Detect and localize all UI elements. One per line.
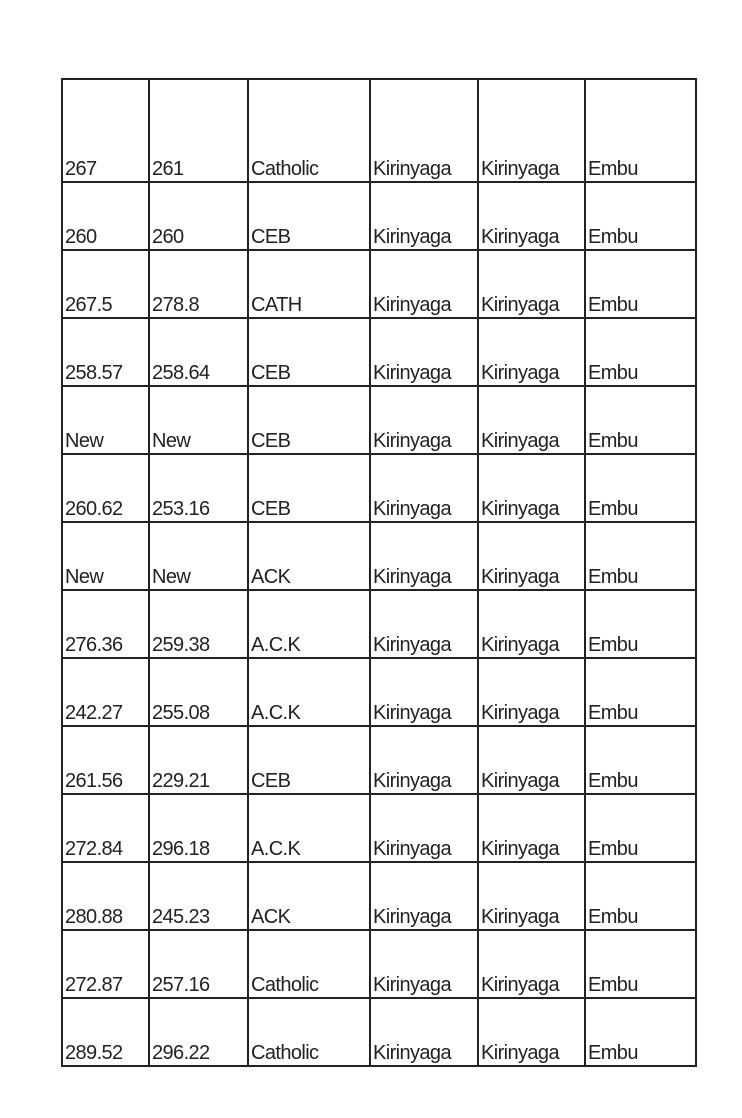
sponsor-cell: Catholic xyxy=(247,78,371,183)
county-cell: Kirinyaga xyxy=(369,861,479,931)
value-b-cell: 259.38 xyxy=(148,589,249,659)
subcounty-cell: Kirinyaga xyxy=(477,657,586,727)
table-row: New New CEB Kirinyaga Kirinyaga Embu xyxy=(61,385,697,455)
subcounty-cell: Kirinyaga xyxy=(477,521,586,591)
subcounty-cell: Kirinyaga xyxy=(477,997,586,1067)
subcounty-cell: Kirinyaga xyxy=(477,725,586,795)
subcounty-cell: Kirinyaga xyxy=(477,385,586,455)
table-row: 242.27 255.08 A.C.K Kirinyaga Kirinyaga Embu xyxy=(61,657,697,727)
value-b-cell: 278.8 xyxy=(148,249,249,319)
sponsor-cell: CEB xyxy=(247,181,371,251)
subcounty-cell: Kirinyaga xyxy=(477,793,586,863)
value-b-cell: New xyxy=(148,385,249,455)
county-cell: Kirinyaga xyxy=(369,793,479,863)
value-a-cell: New xyxy=(61,521,150,591)
value-b-cell: 257.16 xyxy=(148,929,249,999)
county-cell: Kirinyaga xyxy=(369,929,479,999)
county-cell: Kirinyaga xyxy=(369,78,479,183)
value-b-cell: 255.08 xyxy=(148,657,249,727)
value-a-cell: 267 xyxy=(61,78,150,183)
table-row: 272.84 296.18 A.C.K Kirinyaga Kirinyaga Embu xyxy=(61,793,697,863)
sponsor-cell: A.C.K xyxy=(247,589,371,659)
county-cell: Kirinyaga xyxy=(369,317,479,387)
subcounty-cell: Kirinyaga xyxy=(477,78,586,183)
county-cell: Kirinyaga xyxy=(369,249,479,319)
sponsor-cell: A.C.K xyxy=(247,793,371,863)
region-cell: Embu xyxy=(584,929,697,999)
sponsor-cell: ACK xyxy=(247,861,371,931)
sponsor-cell: ACK xyxy=(247,521,371,591)
region-cell: Embu xyxy=(584,453,697,523)
table-row: 267 261 Catholic Kirinyaga Kirinyaga Embu xyxy=(61,78,697,183)
value-b-cell: 296.22 xyxy=(148,997,249,1067)
table-row: 289.52 296.22 Catholic Kirinyaga Kirinyaga Em… xyxy=(61,997,697,1067)
region-cell: Embu xyxy=(584,317,697,387)
sponsor-cell: CEB xyxy=(247,317,371,387)
value-b-cell: 245.23 xyxy=(148,861,249,931)
value-a-cell: 272.87 xyxy=(61,929,150,999)
region-cell: Embu xyxy=(584,181,697,251)
county-cell: Kirinyaga xyxy=(369,657,479,727)
value-a-cell: 280.88 xyxy=(61,861,150,931)
value-a-cell: 260.62 xyxy=(61,453,150,523)
value-a-cell: New xyxy=(61,385,150,455)
value-b-cell: 260 xyxy=(148,181,249,251)
county-cell: Kirinyaga xyxy=(369,453,479,523)
value-b-cell: 258.64 xyxy=(148,317,249,387)
value-a-cell: 276.36 xyxy=(61,589,150,659)
county-cell: Kirinyaga xyxy=(369,997,479,1067)
sponsor-cell: A.C.K xyxy=(247,657,371,727)
value-b-cell: 229.21 xyxy=(148,725,249,795)
subcounty-cell: Kirinyaga xyxy=(477,453,586,523)
region-cell: Embu xyxy=(584,589,697,659)
data-table: 267 261 Catholic Kirinyaga Kirinyaga Embu 260 2… xyxy=(61,78,697,1067)
value-b-cell: 296.18 xyxy=(148,793,249,863)
region-cell: Embu xyxy=(584,78,697,183)
county-cell: Kirinyaga xyxy=(369,521,479,591)
value-a-cell: 289.52 xyxy=(61,997,150,1067)
county-cell: Kirinyaga xyxy=(369,385,479,455)
table-row: 258.57 258.64 CEB Kirinyaga Kirinyaga Embu xyxy=(61,317,697,387)
value-a-cell: 272.84 xyxy=(61,793,150,863)
subcounty-cell: Kirinyaga xyxy=(477,589,586,659)
value-a-cell: 261.56 xyxy=(61,725,150,795)
region-cell: Embu xyxy=(584,997,697,1067)
table-row: 276.36 259.38 A.C.K Kirinyaga Kirinyaga Embu xyxy=(61,589,697,659)
region-cell: Embu xyxy=(584,861,697,931)
sponsor-cell: Catholic xyxy=(247,929,371,999)
sponsor-cell: CEB xyxy=(247,453,371,523)
value-a-cell: 260 xyxy=(61,181,150,251)
sponsor-cell: CATH xyxy=(247,249,371,319)
county-cell: Kirinyaga xyxy=(369,589,479,659)
table-row: 280.88 245.23 ACK Kirinyaga Kirinyaga Embu xyxy=(61,861,697,931)
table-row: 267.5 278.8 CATH Kirinyaga Kirinyaga Embu xyxy=(61,249,697,319)
table-row: 261.56 229.21 CEB Kirinyaga Kirinyaga Embu xyxy=(61,725,697,795)
value-a-cell: 267.5 xyxy=(61,249,150,319)
subcounty-cell: Kirinyaga xyxy=(477,317,586,387)
region-cell: Embu xyxy=(584,657,697,727)
value-b-cell: 261 xyxy=(148,78,249,183)
value-b-cell: 253.16 xyxy=(148,453,249,523)
county-cell: Kirinyaga xyxy=(369,725,479,795)
sponsor-cell: CEB xyxy=(247,725,371,795)
table-row: New New ACK Kirinyaga Kirinyaga Embu xyxy=(61,521,697,591)
value-a-cell: 258.57 xyxy=(61,317,150,387)
subcounty-cell: Kirinyaga xyxy=(477,249,586,319)
value-b-cell: New xyxy=(148,521,249,591)
subcounty-cell: Kirinyaga xyxy=(477,861,586,931)
sponsor-cell: CEB xyxy=(247,385,371,455)
table-row: 260.62 253.16 CEB Kirinyaga Kirinyaga Embu xyxy=(61,453,697,523)
region-cell: Embu xyxy=(584,521,697,591)
region-cell: Embu xyxy=(584,793,697,863)
table-row: 272.87 257.16 Catholic Kirinyaga Kirinyaga Em… xyxy=(61,929,697,999)
value-a-cell: 242.27 xyxy=(61,657,150,727)
county-cell: Kirinyaga xyxy=(369,181,479,251)
region-cell: Embu xyxy=(584,725,697,795)
region-cell: Embu xyxy=(584,385,697,455)
table-row: 260 260 CEB Kirinyaga Kirinyaga Embu xyxy=(61,181,697,251)
sponsor-cell: Catholic xyxy=(247,997,371,1067)
region-cell: Embu xyxy=(584,249,697,319)
subcounty-cell: Kirinyaga xyxy=(477,181,586,251)
subcounty-cell: Kirinyaga xyxy=(477,929,586,999)
